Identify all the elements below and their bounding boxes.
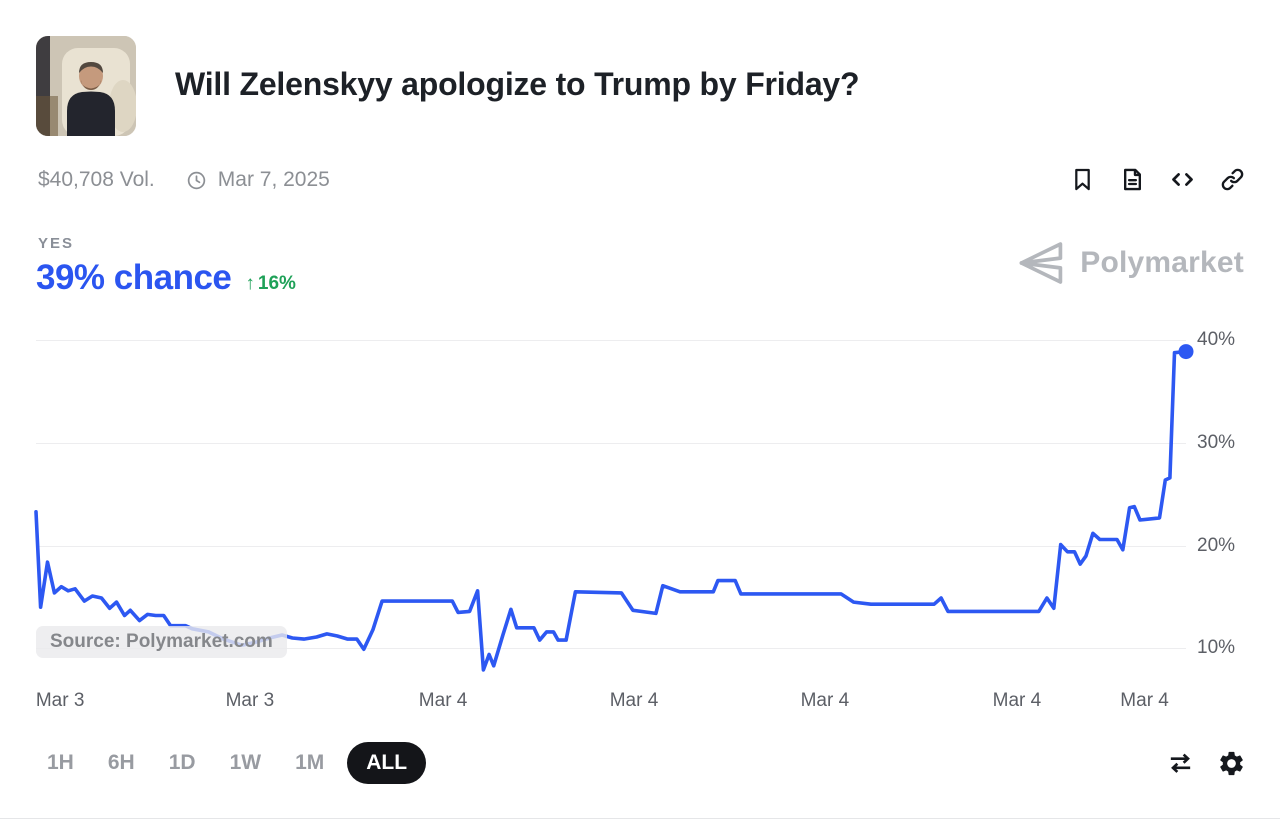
y-tick-label: 40% (1197, 329, 1236, 351)
bookmark-icon (1069, 166, 1096, 193)
latest-price-dot (1178, 344, 1194, 360)
market-title: Will Zelenskyy apologize to Trump by Fri… (175, 66, 860, 102)
y-tick-label: 10% (1197, 637, 1236, 659)
link-button[interactable] (1219, 166, 1246, 193)
range-button-1d[interactable]: 1D (158, 743, 207, 783)
bookmark-button[interactable] (1069, 166, 1096, 193)
embed-code-button[interactable] (1169, 166, 1196, 193)
settings-button[interactable] (1217, 749, 1246, 778)
range-button-1w[interactable]: 1W (219, 743, 273, 783)
gridline-20 (36, 545, 1186, 547)
compare-button[interactable] (1166, 749, 1195, 778)
link-icon (1219, 166, 1246, 193)
x-tick-label: Mar 3 (35, 690, 85, 711)
clock-icon (185, 169, 208, 192)
range-button-1h[interactable]: 1H (36, 743, 85, 783)
source-watermark: Source: Polymarket.com (36, 626, 287, 658)
range-button-1m[interactable]: 1M (284, 743, 335, 783)
polymarket-logo-icon (1016, 237, 1068, 289)
market-avatar (36, 36, 136, 136)
price-line (34, 344, 1194, 672)
zelenskyy-photo (36, 36, 136, 136)
document-icon (1119, 166, 1146, 193)
change-indicator: ↑ 16% (245, 273, 296, 295)
gridline-40 (36, 340, 1186, 342)
range-button-all[interactable]: ALL (347, 742, 427, 784)
document-button[interactable] (1119, 166, 1146, 193)
gridline-30 (36, 443, 1186, 444)
end-date-label: Mar 7, 2025 (217, 168, 330, 191)
change-value: 16% (257, 273, 296, 294)
x-tick-label: Mar 4 (992, 690, 1042, 711)
x-tick-label: Mar 4 (800, 690, 850, 711)
x-tick-label: Mar 4 (1120, 690, 1169, 711)
price-chart[interactable]: Source: Polymarket.com (34, 327, 1194, 675)
header-actions (1069, 166, 1246, 193)
outcome-label: YES (38, 235, 75, 252)
volume-label: $40,708 Vol. (38, 168, 155, 191)
y-axis-labels: 10% 20% 30% 40% (1197, 327, 1257, 675)
y-tick-label: 20% (1197, 534, 1236, 556)
range-button-6h[interactable]: 6H (97, 743, 146, 783)
polymarket-wordmark: Polymarket (1080, 246, 1244, 279)
gridline-10 (36, 648, 1186, 650)
settings-icon (1217, 749, 1246, 778)
x-axis-labels: Mar 3 Mar 3 Mar 4 Mar 4 Mar 4 Mar 4 Mar 4 (36, 690, 1186, 714)
embed-code-icon (1169, 166, 1196, 193)
chance-value: 39% chance (36, 258, 232, 297)
chart-actions (1166, 749, 1246, 778)
x-tick-label: Mar 4 (418, 690, 468, 711)
up-arrow-icon: ↑ (245, 273, 255, 294)
polymarket-watermark: Polymarket (1016, 237, 1244, 289)
x-tick-label: Mar 3 (225, 690, 275, 711)
x-tick-label: Mar 4 (609, 690, 659, 711)
y-tick-label: 30% (1197, 432, 1236, 453)
time-range-selector: 1H 6H 1D 1W 1M ALL (36, 742, 427, 784)
compare-icon (1166, 749, 1195, 778)
